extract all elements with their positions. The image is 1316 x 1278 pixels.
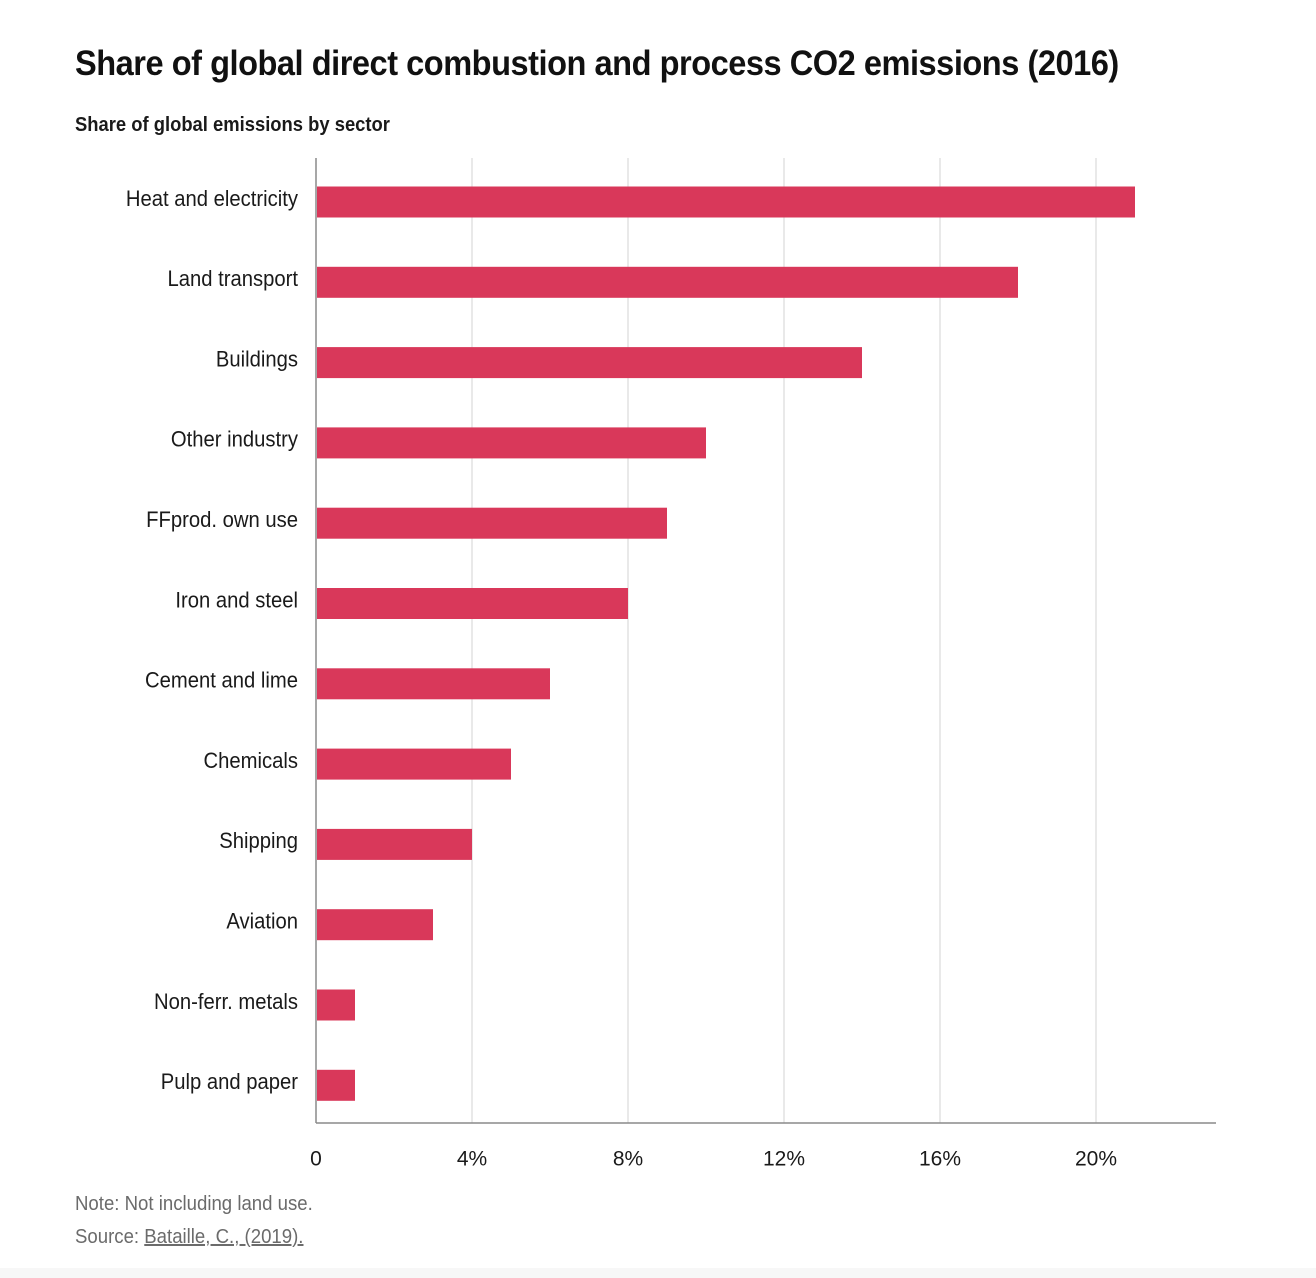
category-label-8: Shipping — [219, 828, 298, 853]
source-link[interactable]: Bataille, C., (2019). — [144, 1226, 304, 1248]
category-label-3: Other industry — [171, 427, 298, 452]
bar-7 — [317, 748, 511, 780]
tick-label-1: 4% — [457, 1148, 487, 1171]
tick-label-5: 20% — [1075, 1148, 1117, 1171]
category-label-7: Chemicals — [204, 748, 299, 773]
tick-label-0: 0 — [310, 1148, 322, 1171]
source-prefix: Source: — [75, 1226, 145, 1248]
category-label-10: Non-ferr. metals — [154, 989, 298, 1014]
bar-10 — [317, 989, 355, 1021]
chart-title: Share of global direct combustion and pr… — [75, 44, 1119, 83]
footer-band — [0, 1268, 1316, 1278]
bar-2 — [317, 347, 862, 379]
bar-11 — [317, 1069, 355, 1101]
category-labels: Heat and electricity Land transport Buildi… — [126, 186, 298, 1094]
tick-label-3: 12% — [763, 1148, 805, 1171]
tick-label-2: 8% — [613, 1148, 643, 1171]
bar-5 — [317, 588, 628, 619]
category-label-5: Iron and steel — [175, 587, 298, 612]
category-label-0: Heat and electricity — [126, 186, 298, 211]
category-label-4: FFprod. own use — [146, 507, 298, 532]
axes — [315, 158, 1216, 1124]
bar-9 — [317, 909, 433, 941]
note-text: Note: Not including land use. — [75, 1193, 313, 1215]
bar-4 — [317, 507, 667, 539]
bars — [317, 186, 1135, 1101]
category-label-11: Pulp and paper — [161, 1069, 298, 1094]
bar-chart: Heat and electricity Land transport Buildi… — [126, 158, 1216, 1171]
bar-3 — [317, 427, 706, 459]
category-label-6: Cement and lime — [145, 668, 298, 693]
category-label-9: Aviation — [226, 909, 298, 934]
tick-labels: 0 4% 8% 12% 16% 20% — [310, 1148, 1117, 1171]
bar-6 — [317, 668, 550, 700]
category-label-2: Buildings — [216, 346, 298, 371]
bar-1 — [317, 266, 1018, 298]
bar-8 — [317, 828, 472, 860]
chart-subtitle: Share of global emissions by sector — [75, 114, 390, 136]
category-label-1: Land transport — [168, 266, 299, 291]
source-text: Source: Bataille, C., (2019). — [75, 1226, 303, 1249]
bar-0 — [317, 186, 1135, 218]
tick-label-4: 16% — [919, 1148, 961, 1171]
grid-lines — [471, 158, 1097, 1123]
